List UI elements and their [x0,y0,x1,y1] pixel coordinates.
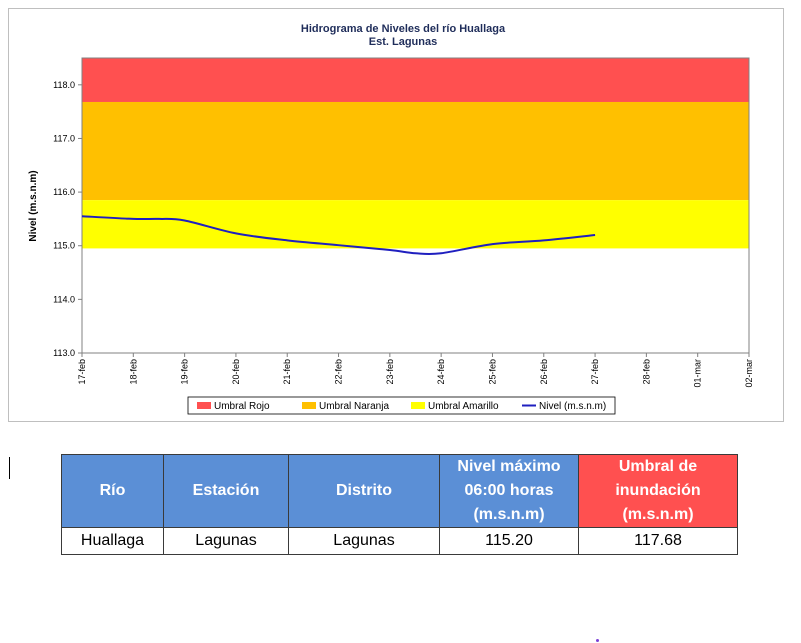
band-1 [82,101,749,201]
x-axis: 17-feb 18-feb 19-feb 20-feb 21-feb 22-feb 23-f… [77,353,754,388]
table-row: Huallaga Lagunas Lagunas 115.20 117.68 [61,527,738,555]
plot-area [81,57,750,354]
series-line-0 [81,215,596,256]
legend-label: Umbral Rojo [214,401,270,412]
table-cell: Lagunas [163,527,289,555]
x-tick-label: 23-feb [385,359,395,385]
chart-frame: Hidrograma de Niveles del río Huallaga E… [8,8,784,422]
x-tick-label: 02-mar [744,359,754,388]
decorative-dot [596,639,599,642]
y-axis-label: Nivel (m.s.n.m) [28,170,39,241]
legend-swatch [302,402,316,409]
y-tick-label: 117.0 [53,133,75,143]
column-header: Distrito [288,454,440,528]
chart-title: Hidrograma de Niveles del río Huallaga [301,23,506,35]
x-tick-label: 24-feb [436,359,446,385]
legend: Umbral Rojo Umbral Naranja Umbral Amarillo… [197,401,606,412]
x-tick-label: 20-feb [231,359,241,385]
hydrograph-chart: Hidrograma de Niveles del río Huallaga E… [28,23,754,415]
threshold-bands [82,58,749,249]
legend-label: Umbral Naranja [319,401,389,412]
table-cell: Lagunas [288,527,440,555]
x-tick-label: 26-feb [539,359,549,385]
x-tick-label: 01-mar [693,359,703,388]
column-header: Estación [163,454,289,528]
x-tick-label: 17-feb [77,359,87,385]
y-tick-label: 113.0 [53,348,75,358]
series-layer [81,215,596,256]
x-tick-label: 21-feb [282,359,292,385]
table-header-row: Río Estación Distrito Nivel máximo 06:00 hor… [61,454,738,528]
river-level-table: Río Estación Distrito Nivel máximo 06:00 hor… [61,454,738,555]
y-tick-label: 118.0 [53,80,75,90]
column-header: Nivel máximo 06:00 horas (m.s.n.m) [439,454,579,528]
column-header: Río [61,454,164,528]
table-cell: 115.20 [439,527,579,555]
x-tick-label: 27-feb [590,359,600,385]
table-cell: 117.68 [578,527,738,555]
x-tick-label: 18-feb [128,359,138,385]
column-header: Umbral de inundación (m.s.n.m) [578,454,738,528]
y-tick-label: 115.0 [53,241,75,251]
y-tick-label: 114.0 [53,294,75,304]
legend-swatch [197,402,211,409]
legend-box [187,396,616,415]
x-tick-label: 22-feb [334,359,344,385]
x-tick-label: 25-feb [487,359,497,385]
text-cursor [9,457,10,479]
x-tick-label: 19-feb [180,359,190,385]
y-tick-label: 116.0 [53,187,75,197]
legend-swatch [411,402,425,409]
legend-label: Nivel (m.s.n.m) [539,401,606,412]
band-2 [82,200,749,249]
y-axis: 113.0 114.0 115.0 116.0 117.0 118.0 [53,80,82,358]
table-cell: Huallaga [61,527,164,555]
x-tick-label: 28-feb [641,359,651,385]
chart-subtitle: Est. Lagunas [369,36,437,48]
legend-label: Umbral Amarillo [428,401,499,412]
band-0 [82,58,749,102]
